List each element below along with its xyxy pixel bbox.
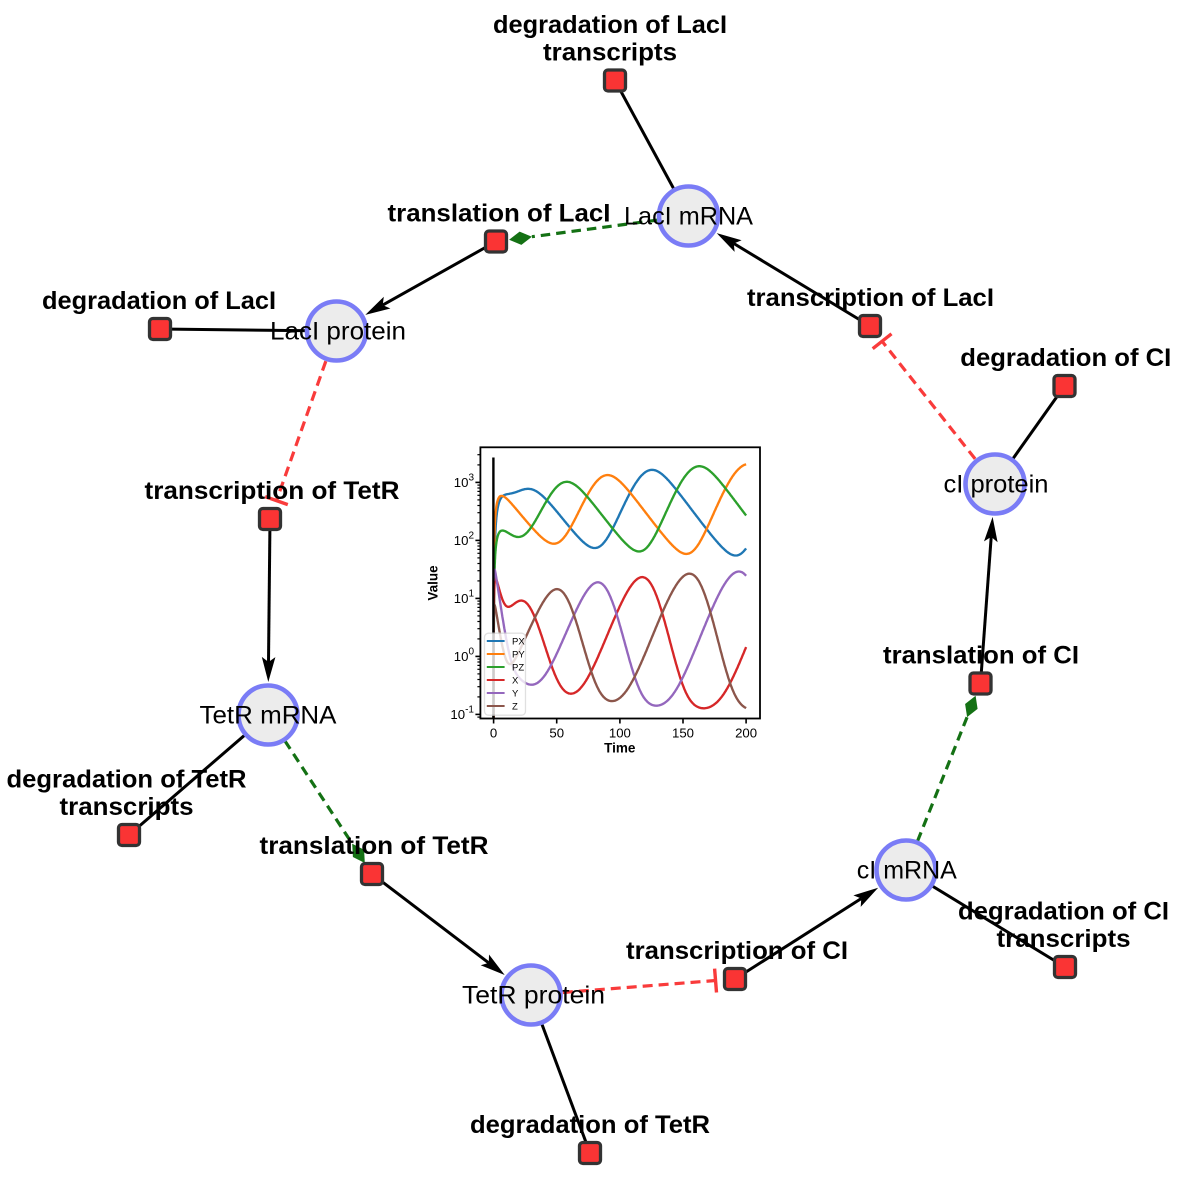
svg-text:Value: Value bbox=[425, 565, 440, 601]
svg-text:Z: Z bbox=[512, 701, 518, 712]
svg-text:transcripts: transcripts bbox=[997, 925, 1131, 953]
svg-text:degradation of TetR: degradation of TetR bbox=[470, 1111, 710, 1139]
svg-text:translation of LacI: translation of LacI bbox=[388, 200, 611, 228]
svg-text:degradation of TetR: degradation of TetR bbox=[7, 766, 247, 794]
svg-text:102: 102 bbox=[454, 530, 475, 548]
svg-text:0: 0 bbox=[490, 725, 497, 740]
svg-text:PZ: PZ bbox=[512, 662, 524, 673]
svg-text:degradation of LacI: degradation of LacI bbox=[42, 287, 276, 315]
svg-text:50: 50 bbox=[549, 725, 564, 740]
svg-text:100: 100 bbox=[609, 725, 631, 740]
svg-text:degradation of CI: degradation of CI bbox=[960, 344, 1171, 372]
svg-text:Y: Y bbox=[512, 688, 519, 699]
svg-text:transcription of LacI: transcription of LacI bbox=[747, 284, 994, 312]
svg-text:degradation of CI: degradation of CI bbox=[958, 898, 1169, 926]
svg-text:degradation of LacI: degradation of LacI bbox=[493, 11, 727, 39]
svg-text:200: 200 bbox=[735, 725, 757, 740]
svg-text:X: X bbox=[512, 675, 519, 686]
svg-text:PY: PY bbox=[512, 649, 525, 660]
svg-text:transcripts: transcripts bbox=[543, 39, 677, 67]
svg-text:cI mRNA: cI mRNA bbox=[857, 857, 957, 885]
svg-text:transcripts: transcripts bbox=[60, 793, 194, 821]
svg-text:translation of CI: translation of CI bbox=[883, 642, 1079, 670]
svg-text:LacI mRNA: LacI mRNA bbox=[624, 203, 753, 231]
svg-text:PX: PX bbox=[512, 636, 525, 647]
svg-text:cI protein: cI protein bbox=[944, 471, 1049, 499]
svg-text:transcription of TetR: transcription of TetR bbox=[145, 477, 400, 505]
svg-text:TetR protein: TetR protein bbox=[462, 982, 605, 1010]
svg-text:10-1: 10-1 bbox=[450, 704, 474, 722]
svg-text:LacI protein: LacI protein bbox=[270, 318, 406, 346]
svg-text:transcription of CI: transcription of CI bbox=[626, 937, 848, 965]
svg-text:100: 100 bbox=[454, 646, 475, 664]
svg-text:103: 103 bbox=[454, 472, 475, 490]
svg-text:TetR mRNA: TetR mRNA bbox=[200, 702, 337, 730]
svg-text:150: 150 bbox=[672, 725, 694, 740]
svg-text:Time: Time bbox=[604, 740, 636, 755]
svg-text:translation of TetR: translation of TetR bbox=[260, 832, 489, 860]
svg-text:101: 101 bbox=[454, 588, 475, 606]
